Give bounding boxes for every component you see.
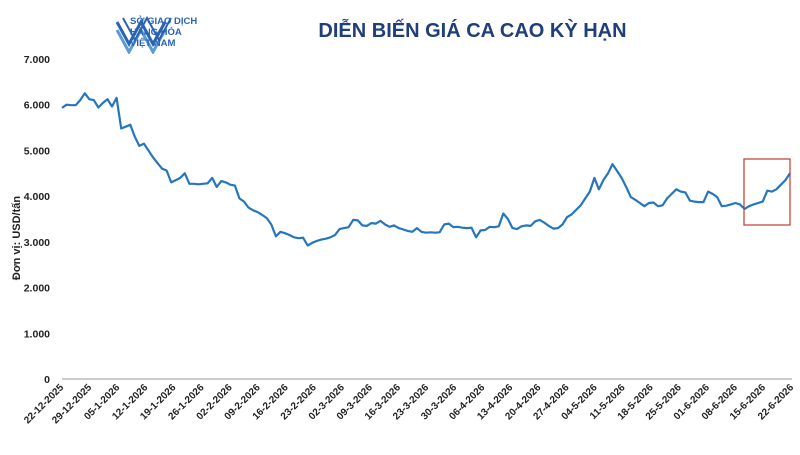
y-axis-label: Đơn vị: USD/tấn: [11, 196, 23, 280]
page-title: DIỄN BIẾN GIÁ CA CAO KỲ HẠN: [318, 20, 627, 42]
y-tick-label: 6.000: [24, 100, 50, 112]
y-tick-label: 5.000: [24, 145, 50, 157]
y-tick-label: 0: [44, 374, 50, 386]
logo-line-3: VIỆT NAM: [130, 38, 176, 49]
y-tick-label: 1.000: [24, 328, 50, 340]
highlight-box: [743, 158, 791, 226]
y-tick-label: 2.000: [24, 283, 50, 295]
logo-text: SỞ GIAO DỊCH HÀNG HÓA VIỆT NAM: [130, 16, 197, 49]
series-line-futures-price: [61, 92, 791, 247]
stacked-chevron-logo-icon: [115, 15, 172, 54]
x-axis-ticks: 22-12-202529-12-202505-1-202612-1-202619…: [22, 382, 796, 426]
logo-mark: [115, 15, 172, 54]
y-axis-ticks: 0 1.000 2.000 3.000 4.000 5.000 6.000 7.000: [24, 54, 50, 386]
y-tick-label: 3.000: [24, 237, 50, 249]
logo-line-1: SỞ GIAO DỊCH: [130, 16, 198, 27]
y-tick-label: 4.000: [24, 191, 50, 203]
y-tick-label: 7.000: [24, 54, 50, 66]
logo-line-2: HÀNG HÓA: [130, 27, 182, 38]
